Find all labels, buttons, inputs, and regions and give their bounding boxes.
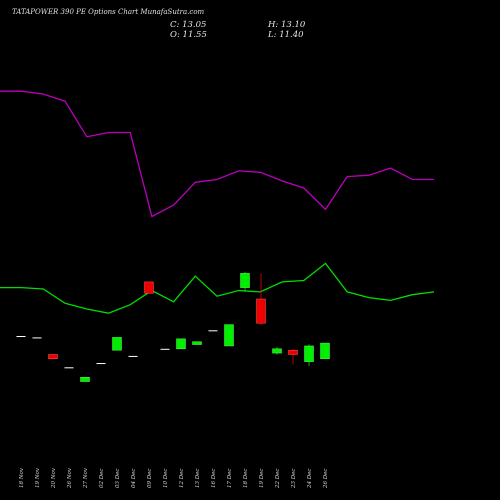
candle xyxy=(176,338,186,350)
x-tick-label: 27 Nov xyxy=(83,467,89,489)
x-tick-label: 09 Dec xyxy=(147,469,153,489)
candle-body xyxy=(304,345,314,362)
candle-body xyxy=(272,348,282,354)
candle-body xyxy=(256,298,266,324)
candle-body xyxy=(320,342,330,360)
x-tick-label: 02 Dec xyxy=(99,469,105,489)
x-axis-labels: 18 Nov 19 Nov 20 Nov 26 Nov 27 Nov 02 Dec 03 D… xyxy=(19,467,329,489)
x-tick-label: 18 Dec xyxy=(243,469,249,489)
candle xyxy=(192,341,202,345)
x-tick-label: 23 Dec xyxy=(291,469,297,490)
candle xyxy=(224,324,234,347)
candle-body xyxy=(176,338,186,350)
candle xyxy=(96,363,106,365)
candle xyxy=(64,367,74,369)
candle-body xyxy=(208,330,218,332)
x-tick-label: 22 Dec xyxy=(275,469,281,490)
x-tick-label: 10 Dec xyxy=(163,469,169,489)
candle xyxy=(256,273,266,325)
candle-body xyxy=(112,337,122,351)
x-tick-label: 19 Dec xyxy=(259,469,265,489)
candle xyxy=(304,344,314,366)
close-value: C: 13.05 xyxy=(170,20,207,30)
candle-body xyxy=(240,273,250,288)
x-tick-label: 19 Nov xyxy=(35,467,41,488)
x-tick-label: 04 Dec xyxy=(131,469,137,489)
candle xyxy=(272,347,282,355)
candle xyxy=(160,348,170,350)
high-value: H: 13.10 xyxy=(268,20,306,30)
candles-group xyxy=(16,271,330,382)
candle xyxy=(48,354,58,360)
candle-body xyxy=(16,336,26,337)
candle-body xyxy=(128,355,138,357)
candle xyxy=(112,337,122,351)
chart-title: TATAPOWER 390 PE Options Chart MunafaSut… xyxy=(12,8,205,16)
candle-body xyxy=(160,348,170,350)
candle-body xyxy=(144,281,154,294)
x-tick-label: 18 Nov xyxy=(19,467,25,488)
candle xyxy=(208,330,218,332)
candle-body xyxy=(48,354,58,360)
x-tick-label: 20 Nov xyxy=(51,467,57,489)
x-tick-label: 17 Dec xyxy=(227,469,233,489)
candle xyxy=(288,348,298,365)
candle-body xyxy=(80,377,90,382)
low-value: L: 11.40 xyxy=(268,30,304,40)
candle-body xyxy=(64,367,74,369)
candle-body xyxy=(96,363,106,365)
candle-body xyxy=(32,337,42,339)
upper-indicator-line xyxy=(0,262,435,314)
candle xyxy=(16,336,26,337)
candle xyxy=(32,337,42,339)
x-tick-label: 13 Dec xyxy=(195,469,201,489)
x-tick-label: 03 Dec xyxy=(115,469,121,489)
lower-indicator-line xyxy=(0,90,434,218)
candle-body xyxy=(288,349,298,355)
open-value: O: 11.55 xyxy=(170,30,207,40)
candle xyxy=(80,377,90,382)
candle xyxy=(144,281,154,294)
x-tick-label: 12 Dec xyxy=(179,469,185,489)
candle xyxy=(320,342,330,360)
x-tick-label: 26 Dec xyxy=(323,469,329,490)
x-tick-label: 24 Dec xyxy=(307,469,313,490)
candle xyxy=(240,271,250,292)
candle-body xyxy=(192,341,202,345)
candle xyxy=(128,355,138,357)
x-tick-label: 26 Nov xyxy=(67,467,73,489)
x-tick-label: 16 Dec xyxy=(211,469,217,489)
candle-body xyxy=(224,324,234,347)
